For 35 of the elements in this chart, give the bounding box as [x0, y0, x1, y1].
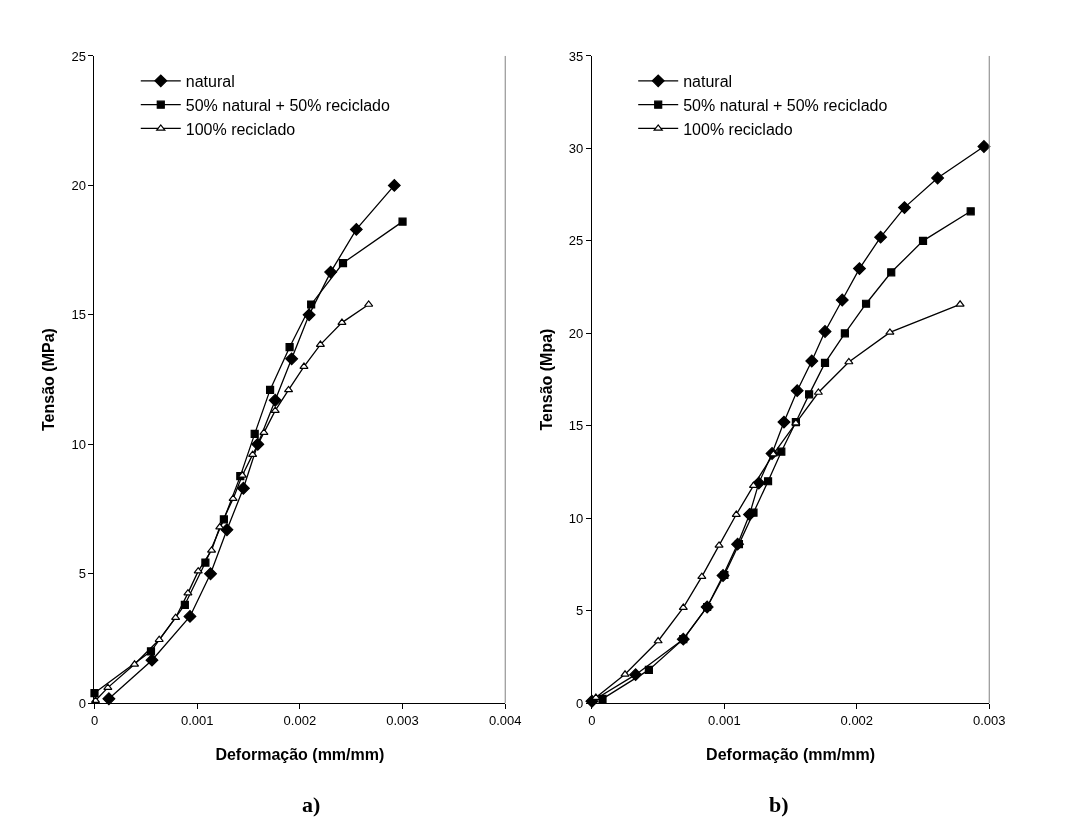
x-tick-label: 0.004 — [488, 712, 522, 728]
legend-label: 50% natural + 50% reciclado — [185, 96, 390, 114]
y-tick-label: 15 — [568, 418, 584, 434]
x-tick-label: 0.002 — [840, 712, 874, 728]
y-tick-label: 0 — [78, 695, 86, 711]
legend-label: 100% reciclado — [185, 120, 296, 138]
x-tick-label: 0.001 — [708, 712, 741, 728]
legend-label: natural — [185, 73, 235, 91]
y-tick-label: 5 — [78, 566, 86, 582]
y-tick-label: 10 — [71, 436, 86, 452]
x-tick-label: 0 — [588, 712, 596, 728]
x-axis-title: Deformação (mm/mm) — [706, 746, 876, 764]
y-tick-label: 25 — [71, 48, 86, 64]
y-tick-label: 15 — [71, 307, 86, 323]
y-tick-label: 20 — [568, 325, 584, 341]
text: b) — [769, 792, 789, 817]
x-axis-title: Deformação (mm/mm) — [215, 746, 385, 764]
x-tick-label: 0.001 — [180, 712, 214, 728]
x-tick-label: 0.002 — [283, 712, 317, 728]
y-axis-title: Tensão (MPa) — [40, 328, 58, 431]
y-tick-label: 25 — [568, 233, 584, 249]
x-tick-label: 0.003 — [386, 712, 419, 728]
y-tick-label: 30 — [568, 140, 584, 156]
y-tick-label: 0 — [576, 695, 584, 711]
legend-label: 50% natural + 50% reciclado — [683, 96, 888, 114]
legend-label: natural — [683, 73, 733, 91]
text: a) — [302, 792, 321, 817]
y-tick-label: 35 — [568, 48, 584, 64]
x-tick-label: 0.003 — [972, 712, 1006, 728]
y-axis-title: Tensão (Mpa) — [537, 328, 555, 431]
y-tick-label: 10 — [568, 510, 584, 526]
y-tick-label: 5 — [576, 603, 584, 619]
x-tick-label: 0 — [90, 712, 99, 728]
legend-label: 100% reciclado — [683, 120, 793, 138]
y-tick-label: 20 — [71, 177, 86, 193]
